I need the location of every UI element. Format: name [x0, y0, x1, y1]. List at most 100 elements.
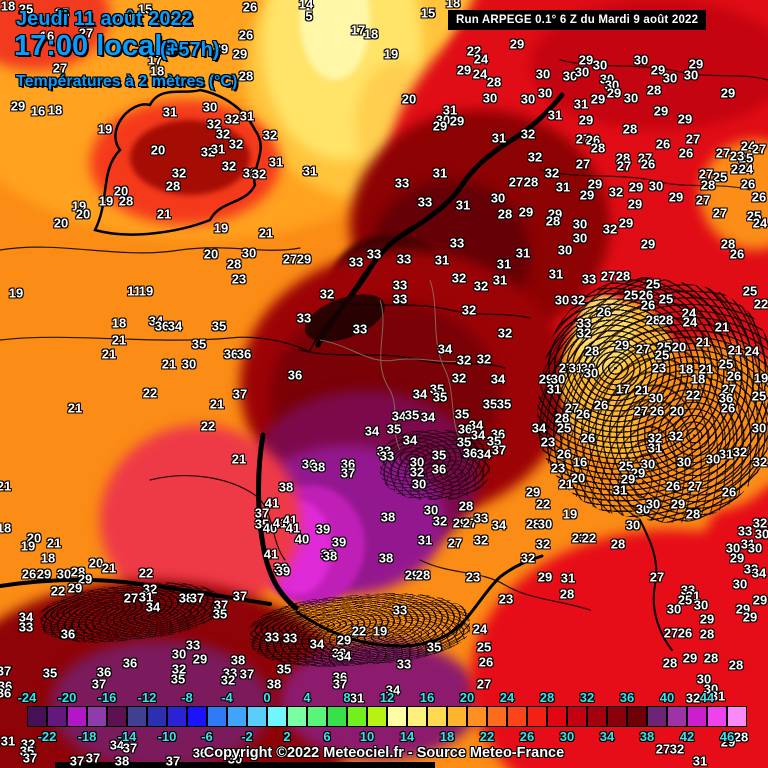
legend-tick-label: -4	[221, 690, 233, 705]
temp-label: 18	[111, 315, 127, 331]
temp-label: 32	[451, 270, 467, 286]
temp-label: 38	[380, 509, 396, 525]
temp-label: 25	[742, 283, 758, 299]
temp-label: 29	[729, 550, 745, 566]
temp-label: 39	[273, 560, 289, 576]
temp-label: 37	[22, 750, 38, 766]
temp-label: 29	[538, 371, 554, 387]
temp-label: 26	[740, 176, 756, 192]
legend-cell	[347, 706, 367, 727]
temp-label: 19	[97, 121, 113, 137]
legend-cell	[587, 706, 607, 727]
temp-label: 31	[455, 197, 471, 213]
temp-label: 27	[698, 166, 714, 182]
temp-label: 41	[264, 495, 280, 511]
legend-cell	[227, 706, 247, 727]
temp-label: 26	[726, 368, 742, 384]
temp-label: 30	[171, 646, 187, 662]
legend-tick-label: 28	[539, 690, 555, 705]
temp-label: 18	[40, 550, 56, 566]
temp-label: 24	[681, 305, 697, 321]
legend-tick-label: -14	[117, 729, 137, 744]
temp-label: 36	[340, 456, 356, 472]
temp-label: 35	[486, 433, 502, 449]
temp-label: 20	[570, 470, 586, 486]
temp-label: 23	[498, 591, 514, 607]
legend-tick-label: -12	[137, 690, 157, 705]
temp-label: 32	[497, 325, 513, 341]
temp-label: 36	[0, 685, 12, 701]
temp-label: 29	[699, 611, 715, 627]
temp-label: 32	[520, 126, 536, 142]
temp-label: 26	[593, 397, 609, 413]
temp-label: 31	[685, 588, 701, 604]
date-label: Jeudi 11 août 2022	[16, 8, 193, 30]
temp-label: 26	[21, 566, 37, 582]
temp-label: 25	[746, 208, 762, 224]
temp-label: 30	[537, 516, 553, 532]
temp-label: 30	[751, 420, 767, 436]
temp-label: 30	[592, 57, 608, 73]
temp-label: 33	[366, 246, 382, 262]
temp-label: 29	[628, 179, 644, 195]
temp-label: 33	[680, 582, 696, 598]
legend-tick-label: 32	[579, 690, 595, 705]
temp-label: 27	[508, 174, 524, 190]
temp-label: 31	[442, 102, 458, 118]
temp-label: 31	[546, 381, 562, 397]
temp-label: 31	[0, 733, 16, 749]
temp-label: 32	[142, 581, 158, 597]
legend-cell	[207, 706, 227, 727]
legend-cell	[127, 706, 147, 727]
temp-label: 31	[718, 446, 734, 462]
temp-label: 36	[236, 346, 252, 362]
temp-label: 34	[412, 386, 428, 402]
temp-label: 26	[638, 287, 654, 303]
temp-label: 27	[649, 569, 665, 585]
temp-label: 29	[232, 46, 248, 62]
temp-label: 30	[574, 64, 590, 80]
temp-label: 29	[742, 609, 758, 625]
temp-label: 18	[445, 0, 461, 11]
temp-label: 27	[721, 381, 737, 397]
temp-label: 28	[733, 729, 749, 745]
temp-label: 37	[254, 505, 270, 521]
temp-label: 30	[572, 230, 588, 246]
temp-label: 21	[156, 206, 172, 222]
temp-label: 24	[472, 621, 488, 637]
temp-label: 29	[630, 465, 646, 481]
temp-label: 34	[531, 420, 547, 436]
temp-label: 22	[581, 530, 597, 546]
temp-label: 34	[476, 446, 492, 462]
temp-label: 28	[658, 312, 674, 328]
temp-label: 31	[349, 690, 365, 706]
temp-label: 31	[434, 252, 450, 268]
temp-label: 32	[171, 661, 187, 677]
temp-label: 26	[242, 0, 258, 15]
temp-label: 27	[447, 535, 463, 551]
temp-label: 36	[154, 318, 170, 334]
temp-label: 28	[590, 140, 606, 156]
legend-tick-label: 24	[499, 690, 515, 705]
temp-label: 27	[616, 158, 632, 174]
temp-label: 31	[491, 130, 507, 146]
temp-label: 23	[550, 460, 566, 476]
temp-label: 35	[170, 671, 186, 687]
temp-label: 32	[647, 430, 663, 446]
temp-label: 21	[111, 332, 127, 348]
temp-label: 35	[212, 606, 228, 622]
temp-label: 14	[298, 0, 314, 12]
forecast-offset-label: (+57h)	[160, 39, 220, 61]
temp-label: 22	[138, 565, 154, 581]
temp-label: 29	[688, 56, 704, 72]
temp-label: 28	[622, 121, 638, 137]
temp-label: 33	[396, 656, 412, 672]
temp-label: 31	[560, 570, 576, 586]
temp-label: 27	[635, 341, 651, 357]
temp-label: 31	[417, 532, 433, 548]
temp-label: 27	[715, 145, 731, 161]
temp-label: 26	[640, 297, 656, 313]
legend-cell	[87, 706, 107, 727]
temp-label: 21	[101, 346, 117, 362]
temp-label: 35	[429, 381, 445, 397]
